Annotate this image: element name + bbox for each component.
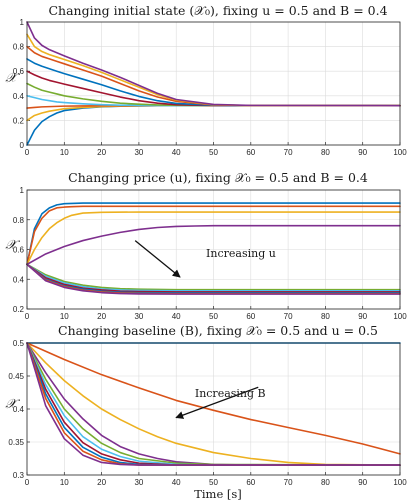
x-tick-label: 50 xyxy=(209,478,218,487)
series-line-10 xyxy=(26,342,401,466)
x-tick-label: 40 xyxy=(172,148,181,157)
x-tick-label: 30 xyxy=(134,478,143,487)
x-tick-label: 0 xyxy=(25,478,30,487)
y-tick-label: 1 xyxy=(20,186,25,195)
y-tick-label: 0.45 xyxy=(8,372,24,381)
x-tick-label: 30 xyxy=(134,148,143,157)
x-tick-label: 60 xyxy=(246,312,255,321)
axes-box xyxy=(26,342,401,476)
x-tick-label: 80 xyxy=(321,148,330,157)
y-tick-label: 0.3 xyxy=(13,471,25,480)
x-tick-label: 30 xyxy=(134,312,143,321)
x-tick-label: 100 xyxy=(393,312,407,321)
series-line-5 xyxy=(26,263,401,291)
x-tick-label: 20 xyxy=(97,478,106,487)
x-tick-label: 10 xyxy=(60,312,69,321)
x-tick-label: 0 xyxy=(25,312,30,321)
x-tick-label: 70 xyxy=(284,478,293,487)
series-line-10 xyxy=(26,263,401,295)
series-line-7 xyxy=(26,263,401,293)
x-tick-label: 50 xyxy=(209,148,218,157)
series-line-4 xyxy=(26,224,401,266)
series-line-3 xyxy=(26,342,401,466)
x-tick-label: 90 xyxy=(358,312,367,321)
chart-panel-initial-state: 0 10 20 30 40 50 60 70 80 90 100 0 0.2 0.4 0.6 0.8 1 Chan… xyxy=(5,3,407,157)
series-line-2 xyxy=(26,342,401,455)
y-tick-label: 0.2 xyxy=(13,116,25,125)
x-tick-label: 10 xyxy=(60,148,69,157)
series-line-7 xyxy=(26,58,401,107)
x-tick-label: 40 xyxy=(172,478,181,487)
series-line-10 xyxy=(26,21,401,107)
series-line-2 xyxy=(26,205,401,266)
y-tick-label: 0.4 xyxy=(13,275,25,284)
axes-box xyxy=(26,189,401,310)
x-tick-label: 80 xyxy=(321,312,330,321)
x-tick-label: 90 xyxy=(358,478,367,487)
x-tick-label: 0 xyxy=(25,148,30,157)
x-tick-label: 90 xyxy=(358,148,367,157)
y-tick-label: 0.5 xyxy=(13,339,25,348)
chart-title: Changing initial state (𝒳₀), fixing u = … xyxy=(48,3,387,18)
x-tick-label: 50 xyxy=(209,312,218,321)
series-line-1 xyxy=(26,202,401,266)
y-tick-label: 0.6 xyxy=(13,67,25,76)
x-tick-label: 100 xyxy=(393,148,407,157)
x-tick-label: 40 xyxy=(172,312,181,321)
x-tick-label: 60 xyxy=(246,148,255,157)
x-tick-label: 100 xyxy=(393,478,407,487)
y-tick-label: 0.6 xyxy=(13,246,25,255)
y-tick-label: 0.4 xyxy=(13,92,25,101)
annotation-arrow xyxy=(175,386,259,419)
chart-title: Changing price (u), fixing 𝒳₀ = 0.5 and … xyxy=(68,170,368,185)
series-line-6 xyxy=(26,263,401,292)
annotation-text: Increasing u xyxy=(206,247,276,260)
y-tick-label: 0 xyxy=(20,141,25,150)
series-line-3 xyxy=(26,211,401,266)
x-tick-label: 20 xyxy=(97,312,106,321)
chart-panel-baseline: 0 10 20 30 40 50 60 70 80 90 100 0.3 0.35 0.4 0.45 0.5 I… xyxy=(5,323,407,501)
chart-title: Changing baseline (B), fixing 𝒳₀ = 0.5 a… xyxy=(58,323,378,338)
axes-box xyxy=(26,21,401,146)
x-tick-label: 60 xyxy=(246,478,255,487)
annotation-arrow xyxy=(134,240,181,278)
x-tick-label: 80 xyxy=(321,478,330,487)
x-tick-label: 70 xyxy=(284,148,293,157)
y-tick-label: 1 xyxy=(20,18,25,27)
x-tick-label: 10 xyxy=(60,478,69,487)
series-line-5 xyxy=(26,342,401,466)
y-tick-label: 0.2 xyxy=(13,305,25,314)
y-tick-label: 0.8 xyxy=(13,216,25,225)
y-tick-label: 0.8 xyxy=(13,43,25,52)
x-tick-label: 20 xyxy=(97,148,106,157)
annotation-text: Increasing B xyxy=(195,387,266,400)
y-tick-label: 0.35 xyxy=(8,438,24,447)
x-axis-label: Time [s] xyxy=(194,487,242,501)
y-tick-label: 0.4 xyxy=(13,405,25,414)
x-tick-label: 70 xyxy=(284,312,293,321)
chart-panel-price: 0 10 20 30 40 50 60 70 80 90 100 0.2 0.4 0.6 0.8 1 Incre… xyxy=(5,170,407,321)
